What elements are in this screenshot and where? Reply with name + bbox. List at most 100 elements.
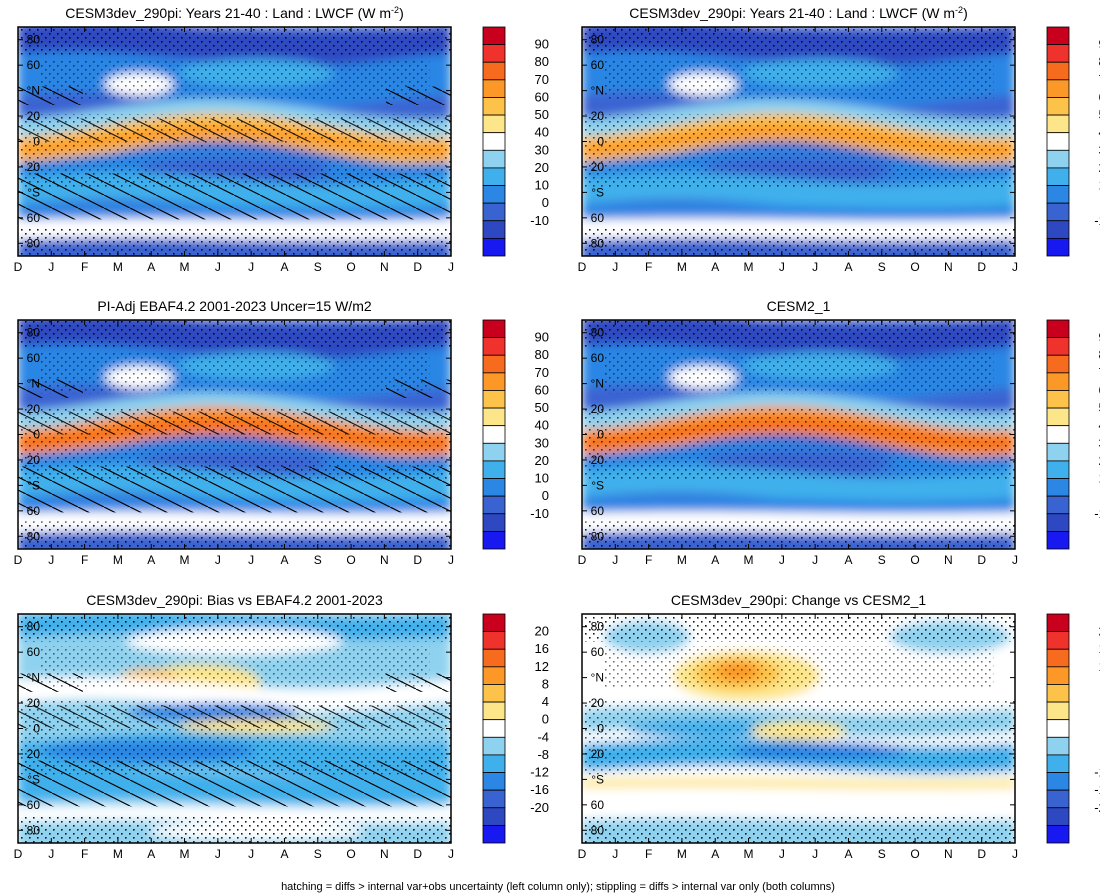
colorbar-label: -10 [1094, 506, 1100, 521]
x-tick-label: M [677, 553, 687, 567]
colorbar-swatch [1046, 772, 1070, 791]
colorbar-label: 70 [1099, 365, 1100, 380]
colorbar-swatch [1046, 132, 1070, 151]
colorbar-label: -10 [1094, 213, 1100, 228]
y-tick-label: 0 [597, 135, 604, 149]
colorbar-label: 10 [1099, 178, 1100, 193]
colorbar-swatch [1046, 44, 1070, 63]
colorbar-label: 90 [1099, 330, 1100, 345]
colorbar-label: 80 [535, 54, 549, 69]
colorbar-label: 50 [535, 400, 549, 415]
colorbar-swatch [1046, 701, 1070, 721]
colorbar-swatch [482, 372, 506, 391]
title-close: ) [399, 5, 404, 21]
colorbar-label: 30 [1099, 142, 1100, 157]
x-tick-label: N [944, 553, 953, 567]
x-tick-label: O [346, 553, 355, 567]
colorbar-label: 20 [535, 160, 549, 175]
panel-5: CESM3dev_290pi: Bias vs EBAF4.2 2001-202… [14, 592, 549, 861]
panel-title: CESM3dev_290pi: Change vs CESM2_1 [671, 592, 926, 608]
colorbar-label: 50 [1099, 107, 1100, 122]
colorbar-swatch [482, 754, 506, 773]
y-tick-label: °N [591, 377, 604, 391]
colorbar-swatch [482, 613, 506, 633]
colorbar-swatch [482, 460, 506, 479]
colorbar-label: 40 [1099, 125, 1100, 140]
colorbar-label: -12 [1094, 765, 1100, 780]
colorbar-swatch [1046, 789, 1070, 809]
colorbar-label: -10 [530, 213, 549, 228]
colorbar-swatch [1046, 425, 1070, 444]
y-tick-label: 80 [591, 326, 605, 340]
colorbar-label: -8 [537, 747, 549, 762]
y-tick-label: 20 [27, 109, 41, 123]
x-tick-label: D [413, 553, 422, 567]
y-tick-label: 60 [591, 351, 605, 365]
x-tick-label: D [977, 847, 986, 861]
colorbar-swatch [482, 719, 506, 738]
y-tick-label: 80 [27, 236, 41, 250]
x-tick-label: J [248, 260, 254, 274]
y-tick-label: °N [591, 671, 604, 685]
colorbar-swatch [482, 425, 506, 444]
colorbar-swatch [482, 220, 506, 239]
colorbar-swatch [1046, 807, 1070, 826]
y-tick-label: 60 [591, 504, 605, 518]
colorbar-swatch [482, 407, 506, 427]
y-tick-label: 20 [591, 109, 605, 123]
colorbar-swatch [1046, 407, 1070, 427]
y-tick-label: 60 [27, 211, 41, 225]
x-tick-label: J [448, 847, 454, 861]
x-tick-label: J [779, 847, 785, 861]
colorbar-swatch [1046, 442, 1070, 462]
y-tick-label: 60 [591, 211, 605, 225]
colorbar-swatch [482, 478, 506, 497]
y-tick-label: 20 [591, 696, 605, 710]
colorbar-swatch [482, 97, 506, 116]
x-tick-label: M [180, 847, 190, 861]
x-tick-label: N [380, 847, 389, 861]
x-tick-label: J [812, 553, 818, 567]
colorbar-label: 90 [535, 330, 549, 345]
y-tick-label: 20 [591, 747, 605, 761]
colorbar-swatch [482, 237, 506, 257]
panel-1: CESM3dev_290pi: Years 21-40 : Land : LWC… [14, 5, 549, 274]
x-tick-label: M [677, 847, 687, 861]
y-tick-label: °S [27, 772, 40, 786]
colorbar-swatch [1046, 185, 1070, 204]
panel-title: PI-Adj EBAF4.2 2001-2023 Uncer=15 W/m2 [97, 298, 372, 314]
x-tick-label: O [910, 260, 919, 274]
y-tick-label: 80 [591, 620, 605, 634]
colorbar-label: 16 [1099, 641, 1100, 656]
colorbar-label: 16 [535, 641, 549, 656]
x-tick-label: J [779, 260, 785, 274]
x-tick-label: A [711, 260, 719, 274]
x-tick-label: J [612, 260, 618, 274]
x-tick-label: J [48, 260, 54, 274]
x-tick-label: A [711, 847, 719, 861]
colorbar-label: 60 [535, 89, 549, 104]
colorbar-swatch [1046, 530, 1070, 550]
y-tick-label: °S [591, 478, 604, 492]
y-tick-label: 60 [27, 58, 41, 72]
x-tick-label: M [113, 847, 123, 861]
y-tick-label: 20 [27, 747, 41, 761]
colorbar-label: 0 [542, 488, 549, 503]
x-tick-label: M [113, 260, 123, 274]
y-tick-label: 20 [591, 402, 605, 416]
x-tick-label: S [314, 553, 322, 567]
x-tick-label: J [612, 553, 618, 567]
colorbar-swatch [482, 824, 506, 844]
x-tick-label: N [380, 260, 389, 274]
x-tick-label: F [81, 553, 88, 567]
x-tick-label: M [113, 553, 123, 567]
y-tick-label: 20 [27, 160, 41, 174]
colorbar-swatch [1046, 495, 1070, 515]
x-tick-label: D [413, 260, 422, 274]
colorbar-swatch [1046, 97, 1070, 116]
colorbar-swatch [482, 202, 506, 222]
x-tick-label: N [380, 553, 389, 567]
y-tick-label: 20 [591, 160, 605, 174]
